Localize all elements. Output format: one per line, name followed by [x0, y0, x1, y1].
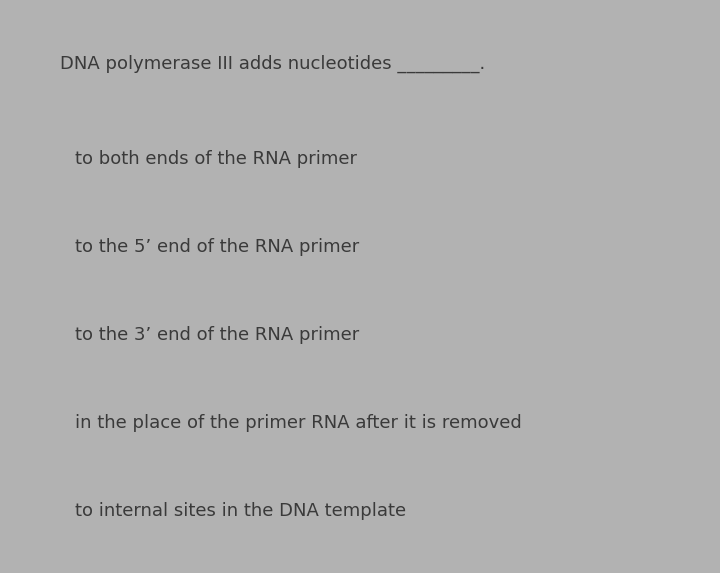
Text: to the 5’ end of the RNA primer: to the 5’ end of the RNA primer — [75, 238, 359, 256]
Text: DNA polymerase III adds nucleotides _________.: DNA polymerase III adds nucleotides ____… — [60, 55, 485, 73]
Text: in the place of the primer RNA after it is removed: in the place of the primer RNA after it … — [75, 414, 522, 432]
Text: to both ends of the RNA primer: to both ends of the RNA primer — [75, 150, 357, 168]
Text: to internal sites in the DNA template: to internal sites in the DNA template — [75, 502, 406, 520]
Text: to the 3’ end of the RNA primer: to the 3’ end of the RNA primer — [75, 326, 359, 344]
